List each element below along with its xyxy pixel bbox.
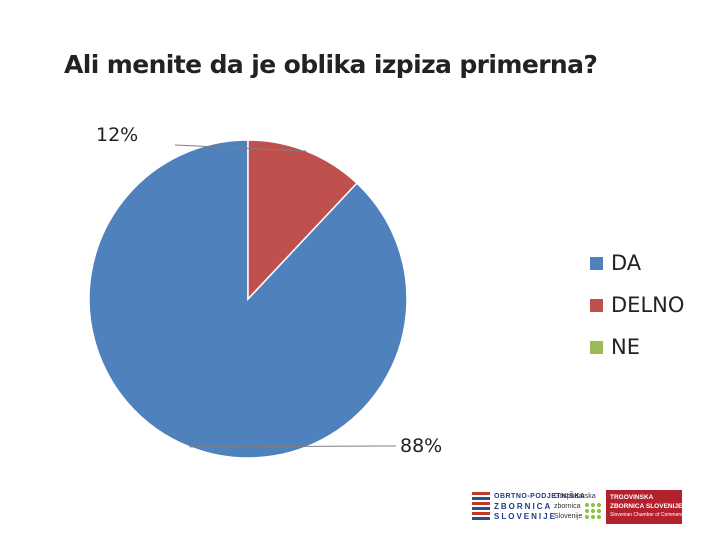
tzs-line1: TRGOVINSKA	[610, 494, 654, 501]
sponsor-logos: OBRTNO-PODJETNIŠKA ZBORNICA SLOVENIJE Go…	[470, 490, 685, 524]
opzs-emblem-icon	[472, 492, 490, 520]
gzs-line3: Slovenije	[554, 513, 583, 520]
opzs-line1: OBRTNO-PODJETNIŠKA	[494, 493, 586, 500]
tzs-line3: Slovenian Chamber of Commerce	[610, 512, 686, 518]
legend-item-ne: NE	[590, 326, 684, 368]
tzs-logo: TRGOVINSKA ZBORNICA SLOVENIJE Slovenian …	[606, 490, 686, 524]
opzs-logo: OBRTNO-PODJETNIŠKA ZBORNICA SLOVENIJE	[470, 490, 585, 524]
data-label-da: 88%	[400, 435, 442, 457]
legend-item-da: DA	[590, 242, 684, 284]
opzs-line3: SLOVENIJE	[494, 512, 557, 521]
chart-title: Ali menite da je oblika izpiza primerna?	[64, 50, 598, 79]
legend-swatch-delno	[590, 298, 603, 312]
tzs-line2: ZBORNICA SLOVENIJE	[610, 503, 683, 510]
legend-label-delno: DELNO	[611, 293, 685, 317]
opzs-line2: ZBORNICA	[494, 502, 553, 511]
gzs-line2: zbornica	[554, 503, 581, 510]
chart-legend: DA DELNO NE	[590, 242, 684, 368]
data-label-delno: 12%	[96, 124, 138, 146]
leader-line-da	[189, 445, 397, 448]
legend-item-delno: DELNO	[590, 284, 684, 326]
leader-line-delno	[174, 144, 307, 152]
legend-swatch-ne	[590, 340, 603, 354]
legend-swatch-da	[590, 256, 603, 270]
gzs-dots-icon	[584, 502, 602, 520]
legend-label-da: DA	[611, 251, 642, 275]
gzs-line1: Gospodarska	[554, 493, 596, 500]
legend-label-ne: NE	[611, 335, 640, 359]
gzs-logo: Gospodarska zbornica Slovenije	[554, 490, 604, 524]
